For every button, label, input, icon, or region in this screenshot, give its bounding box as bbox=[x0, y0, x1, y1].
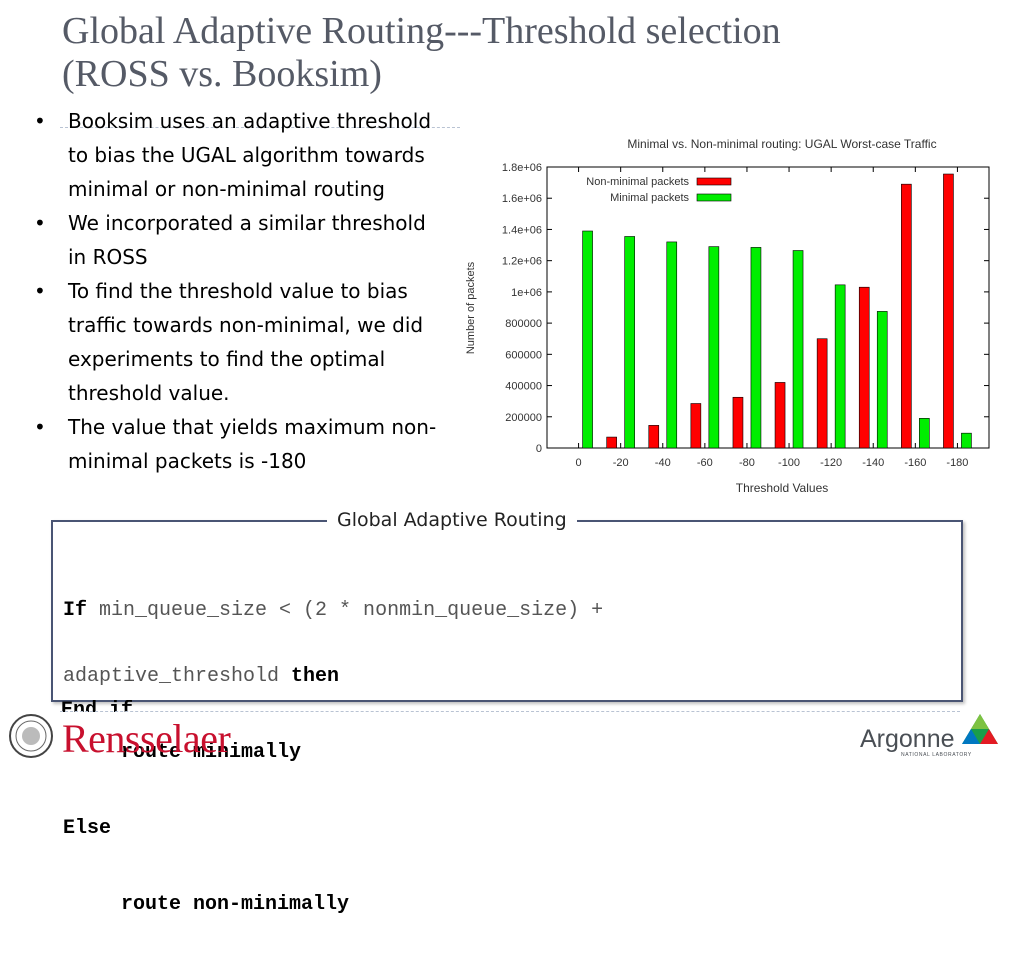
slide-title-line-1: Global Adaptive Routing---Threshold sele… bbox=[62, 10, 781, 52]
bar-non-minimal bbox=[732, 396, 744, 449]
y-tick-label: 400000 bbox=[505, 381, 542, 393]
bullet-item: We incorporated a similar threshold in R… bbox=[30, 206, 450, 274]
x-tick-label: -40 bbox=[655, 457, 671, 469]
bar-non-minimal bbox=[816, 338, 828, 449]
bullet-item: The value that yields maximum non-minima… bbox=[30, 410, 450, 478]
legend-swatch bbox=[696, 177, 732, 186]
bar-minimal bbox=[582, 230, 593, 449]
chart-plot-frame bbox=[546, 166, 990, 449]
bar-minimal bbox=[919, 418, 930, 449]
bar-non-minimal bbox=[858, 286, 870, 449]
x-tick-label: -140 bbox=[862, 457, 884, 469]
code-condition: min_queue_size < (2 * nonmin_queue_size)… bbox=[87, 599, 604, 622]
x-tick-label: -100 bbox=[778, 457, 800, 469]
y-tick-label: 1.4e+06 bbox=[502, 224, 542, 236]
x-tick-label: -180 bbox=[946, 457, 968, 469]
legend-label: Minimal packets bbox=[610, 192, 689, 204]
bullet-item: Booksim uses an adaptive threshold to bi… bbox=[30, 104, 450, 206]
y-tick-label: 1.6e+06 bbox=[502, 193, 542, 205]
chart-axes: 0 200000 400000 600000 800000 1e+06 1.2e+06 1.4… bbox=[502, 162, 990, 469]
code-condition-cont: adaptive_threshold bbox=[63, 665, 292, 688]
code-end-if: End if bbox=[61, 700, 134, 712]
bullet-list: Booksim uses an adaptive threshold to bi… bbox=[30, 104, 450, 478]
chart-y-axis-label: Number of packets bbox=[465, 261, 477, 354]
bar-minimal bbox=[792, 250, 804, 449]
x-tick-label: 0 bbox=[576, 457, 582, 469]
argonne-logo-text: Argonne bbox=[860, 725, 955, 753]
bar-non-minimal bbox=[606, 436, 617, 449]
bar-chart: Minimal vs. Non-minimal routing: UGAL Wo… bbox=[465, 137, 990, 495]
bar-minimal bbox=[961, 432, 972, 449]
y-tick-label: 1e+06 bbox=[511, 287, 542, 299]
bar-non-minimal bbox=[648, 425, 660, 449]
chart-bars bbox=[582, 173, 972, 449]
legend-swatch bbox=[696, 193, 732, 202]
slide-title: Global Adaptive Routing---Threshold sele… bbox=[62, 10, 1012, 96]
slide-title-line-2: (ROSS vs. Booksim) bbox=[62, 53, 382, 95]
code-route-minimally: route minimally bbox=[121, 741, 302, 764]
chart-title: Minimal vs. Non-minimal routing: UGAL Wo… bbox=[627, 137, 936, 151]
bar-minimal bbox=[876, 311, 888, 449]
argonne-logo-subtext: NATIONAL LABORATORY bbox=[901, 752, 972, 758]
x-tick-label: -60 bbox=[697, 457, 713, 469]
legend-label: Non-minimal packets bbox=[586, 176, 689, 188]
rensselaer-seal-logo bbox=[9, 714, 53, 758]
y-tick-label: 600000 bbox=[505, 349, 542, 361]
x-tick-label: -160 bbox=[904, 457, 926, 469]
bar-minimal bbox=[750, 247, 762, 449]
bar-non-minimal bbox=[690, 403, 702, 449]
code-keyword-if: If bbox=[63, 599, 88, 622]
bar-non-minimal bbox=[943, 173, 954, 449]
bar-minimal bbox=[666, 241, 678, 449]
code-keyword-else: Else bbox=[63, 817, 112, 840]
y-tick-label: 800000 bbox=[505, 318, 542, 330]
x-tick-label: -80 bbox=[739, 457, 755, 469]
rensselaer-logo: Rensselaer bbox=[62, 716, 231, 761]
argonne-logo: Argonne NATIONAL LABORATORY bbox=[860, 725, 971, 758]
code-panel: Global Adaptive Routing If min_queue_siz… bbox=[51, 509, 963, 916]
bar-minimal bbox=[834, 284, 846, 449]
code-route-non-minimally: route non-minimally bbox=[121, 893, 350, 916]
chart-x-axis-label: Threshold Values bbox=[736, 481, 829, 495]
bar-non-minimal bbox=[901, 183, 912, 449]
bar-minimal bbox=[624, 236, 635, 449]
argonne-triangle-icon bbox=[962, 714, 998, 744]
bullet-item: To find the threshold value to bias traf… bbox=[30, 274, 450, 410]
y-tick-label: 0 bbox=[536, 443, 542, 455]
x-tick-label: -120 bbox=[820, 457, 842, 469]
bar-minimal bbox=[708, 246, 720, 449]
y-tick-label: 1.8e+06 bbox=[502, 162, 542, 174]
code-keyword-then: then bbox=[291, 665, 340, 688]
y-tick-label: 1.2e+06 bbox=[502, 256, 542, 268]
y-tick-label: 200000 bbox=[505, 412, 542, 424]
bar-non-minimal bbox=[774, 382, 786, 449]
chart-legend: Non-minimal packets Minimal packets bbox=[586, 176, 732, 204]
footer-divider bbox=[60, 711, 960, 712]
code-panel-label: Global Adaptive Routing bbox=[327, 509, 577, 531]
x-tick-label: -20 bbox=[613, 457, 629, 469]
